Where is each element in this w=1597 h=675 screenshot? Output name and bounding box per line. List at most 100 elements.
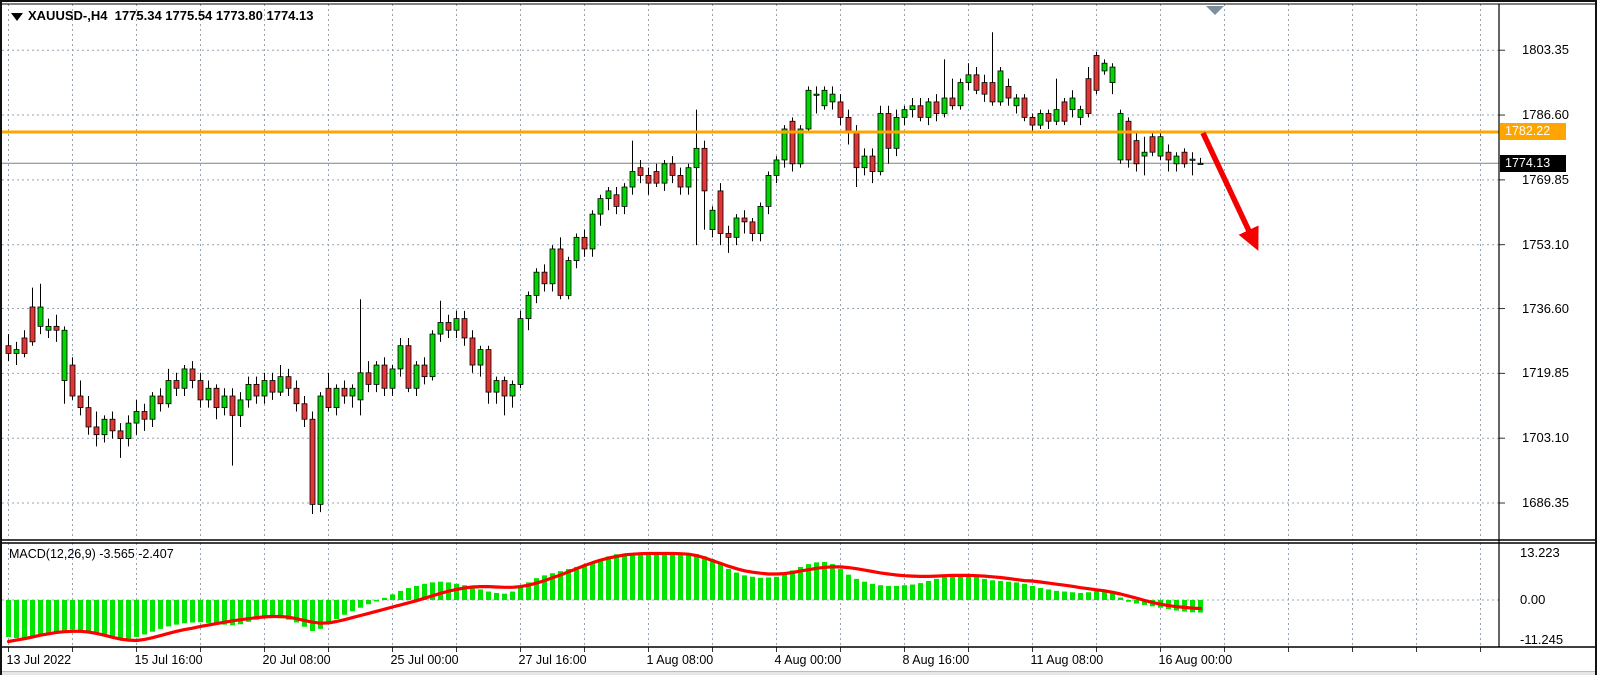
bull-candle xyxy=(133,411,140,424)
bear-candle xyxy=(253,384,260,397)
bull-candle xyxy=(1117,113,1124,161)
macd-histogram-bar xyxy=(806,564,811,600)
macd-histogram-bar xyxy=(150,600,155,632)
window-bottom-strip xyxy=(2,671,1595,675)
bear-candle xyxy=(197,380,204,401)
bear-candle xyxy=(189,368,196,381)
macd-histogram-bar xyxy=(758,577,763,600)
chart-shift-marker-icon[interactable] xyxy=(1206,6,1224,15)
bull-candle xyxy=(1141,151,1148,157)
bull-candle xyxy=(1069,97,1076,111)
bear-candle xyxy=(469,337,476,366)
symbol-dropdown-icon[interactable] xyxy=(11,13,23,21)
bull-candle xyxy=(525,294,532,320)
bear-candle xyxy=(117,430,124,439)
bull-candle xyxy=(349,387,356,397)
bull-candle xyxy=(957,82,964,107)
bull-candle xyxy=(205,387,212,401)
macd-histogram-bar xyxy=(662,553,667,600)
bull-candle xyxy=(1013,97,1020,107)
bear-candle xyxy=(1005,86,1012,99)
bull-candle xyxy=(573,236,580,261)
macd-histogram-bar xyxy=(918,583,923,600)
macd-histogram-bar xyxy=(894,585,899,600)
bull-candle xyxy=(333,387,340,409)
bear-candle xyxy=(141,411,148,420)
bull-candle xyxy=(453,318,460,331)
macd-histogram-bar xyxy=(646,553,651,600)
bull-candle xyxy=(805,89,812,130)
bull-candle xyxy=(861,155,868,169)
bull-candle xyxy=(181,368,188,389)
bull-candle xyxy=(1157,136,1164,157)
bear-candle xyxy=(837,101,844,118)
macd-histogram-bar xyxy=(742,575,747,600)
time-axis-label: 11 Aug 08:00 xyxy=(1030,653,1104,667)
bear-candle xyxy=(645,175,652,184)
macd-histogram-bar xyxy=(974,576,979,600)
bear-candle xyxy=(669,163,676,176)
macd-histogram-bar xyxy=(686,553,691,600)
bear-candle xyxy=(93,426,100,436)
bear-candle xyxy=(309,418,316,505)
macd-histogram-bar xyxy=(1102,590,1107,600)
bull-candle xyxy=(901,109,908,118)
macd-histogram-bar xyxy=(1022,583,1027,600)
macd-histogram-bar xyxy=(998,580,1003,600)
time-axis-label: 4 Aug 00:00 xyxy=(774,653,842,667)
bull-candle xyxy=(37,306,44,327)
bull-candle xyxy=(629,171,636,188)
macd-histogram-bar xyxy=(702,556,707,600)
macd-histogram-bar xyxy=(902,585,907,600)
current-price-badge: 1774.13 xyxy=(1500,155,1566,172)
macd-histogram-bar xyxy=(374,600,379,602)
macd-histogram-bar xyxy=(934,578,939,600)
macd-histogram-bar xyxy=(342,600,347,615)
bear-candle xyxy=(1125,120,1132,161)
macd-histogram-bar xyxy=(310,600,315,631)
bear-candle xyxy=(405,345,412,389)
bear-candle xyxy=(1165,151,1172,161)
macd-histogram-bar xyxy=(822,561,827,600)
bull-candle xyxy=(773,159,780,176)
bear-candle xyxy=(1045,113,1052,122)
macd-histogram-bar xyxy=(398,590,403,600)
macd-histogram-bar xyxy=(1134,600,1139,604)
macd-histogram-bar xyxy=(214,600,219,624)
macd-histogram-bar xyxy=(102,600,107,637)
bull-candle xyxy=(101,418,108,436)
bull-candle xyxy=(261,380,268,397)
time-axis-label: 8 Aug 16:00 xyxy=(902,653,970,667)
macd-histogram-bar xyxy=(198,600,203,623)
bull-candle xyxy=(517,318,524,385)
macd-histogram-bar xyxy=(382,597,387,600)
bull-candle xyxy=(413,364,420,389)
bull-candle xyxy=(1053,109,1060,122)
macd-histogram-bar xyxy=(70,600,75,630)
bear-candle xyxy=(717,190,724,234)
macd-histogram-bar xyxy=(1086,592,1091,600)
macd-histogram-bar xyxy=(182,600,187,624)
bull-candle xyxy=(565,260,572,296)
macd-histogram-bar xyxy=(782,573,787,600)
macd-histogram-bar xyxy=(1014,582,1019,600)
bull-candle xyxy=(165,380,172,405)
bull-candle xyxy=(821,89,828,107)
trend-arrow-annotation[interactable] xyxy=(1200,131,1259,251)
macd-histogram-bar xyxy=(366,600,371,605)
bull-candle xyxy=(733,217,740,238)
bear-candle xyxy=(701,147,708,192)
bull-candle xyxy=(1109,66,1116,83)
macd-histogram-bar xyxy=(86,600,91,633)
macd-histogram-bar xyxy=(574,566,579,600)
macd-histogram-bar xyxy=(566,569,571,600)
bear-candle xyxy=(501,380,508,397)
bull-candle xyxy=(509,384,516,397)
bear-candle xyxy=(445,322,452,331)
bull-candle xyxy=(813,93,820,96)
bull-candle xyxy=(1101,62,1108,72)
macd-histogram-bar xyxy=(1038,588,1043,600)
hline-price-badge[interactable]: 1782.22 xyxy=(1500,123,1566,140)
